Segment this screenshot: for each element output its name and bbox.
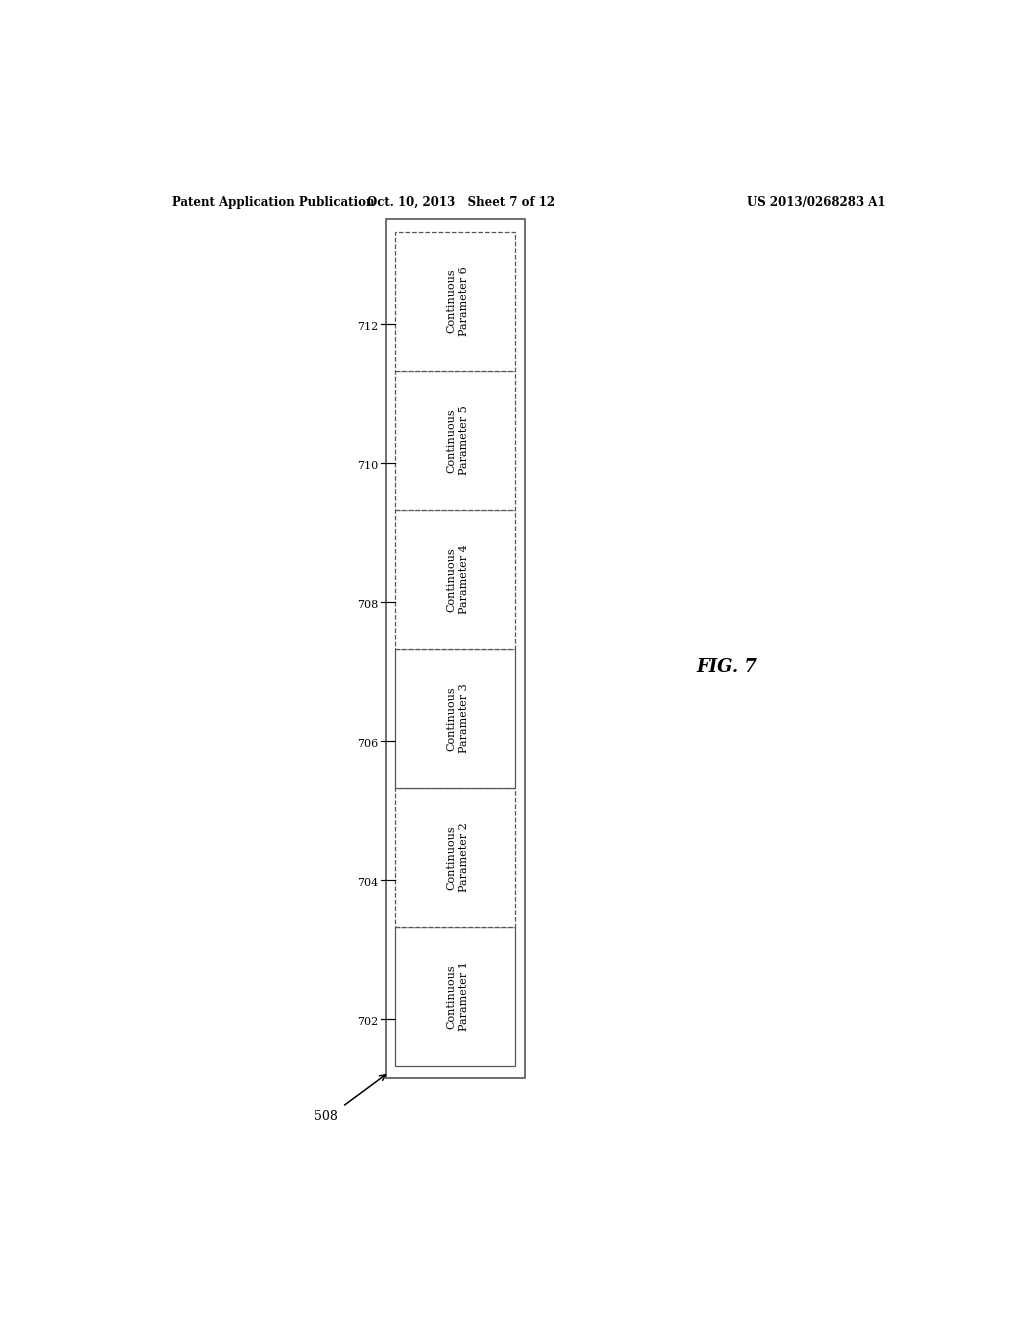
Bar — [395, 788, 515, 927]
Bar — [395, 371, 515, 510]
Text: Continuous: Continuous — [446, 546, 456, 611]
Text: 702: 702 — [357, 1016, 379, 1027]
Text: Oct. 10, 2013   Sheet 7 of 12: Oct. 10, 2013 Sheet 7 of 12 — [368, 195, 555, 209]
Bar — [395, 510, 515, 649]
Text: Parameter 6: Parameter 6 — [459, 267, 469, 337]
Text: 708: 708 — [357, 599, 379, 610]
Text: Parameter 1: Parameter 1 — [459, 962, 469, 1031]
Text: FIG. 7: FIG. 7 — [696, 657, 758, 676]
Text: Continuous: Continuous — [446, 825, 456, 890]
Text: Parameter 5: Parameter 5 — [459, 405, 469, 475]
Bar — [386, 219, 524, 1078]
Text: Continuous: Continuous — [446, 408, 456, 473]
Text: 704: 704 — [357, 878, 379, 888]
Text: Parameter 3: Parameter 3 — [459, 684, 469, 754]
Bar — [395, 927, 515, 1067]
Text: Continuous: Continuous — [446, 269, 456, 334]
Text: Continuous: Continuous — [446, 686, 456, 751]
Text: 508: 508 — [314, 1110, 338, 1123]
Bar — [395, 649, 515, 788]
Text: Continuous: Continuous — [446, 964, 456, 1028]
Text: Parameter 4: Parameter 4 — [459, 544, 469, 614]
Text: US 2013/0268283 A1: US 2013/0268283 A1 — [748, 195, 886, 209]
Text: 706: 706 — [357, 739, 379, 748]
Text: 710: 710 — [357, 461, 379, 471]
Text: Parameter 2: Parameter 2 — [459, 822, 469, 892]
Text: Patent Application Publication: Patent Application Publication — [172, 195, 374, 209]
Bar — [395, 231, 515, 371]
Text: 712: 712 — [357, 322, 379, 331]
